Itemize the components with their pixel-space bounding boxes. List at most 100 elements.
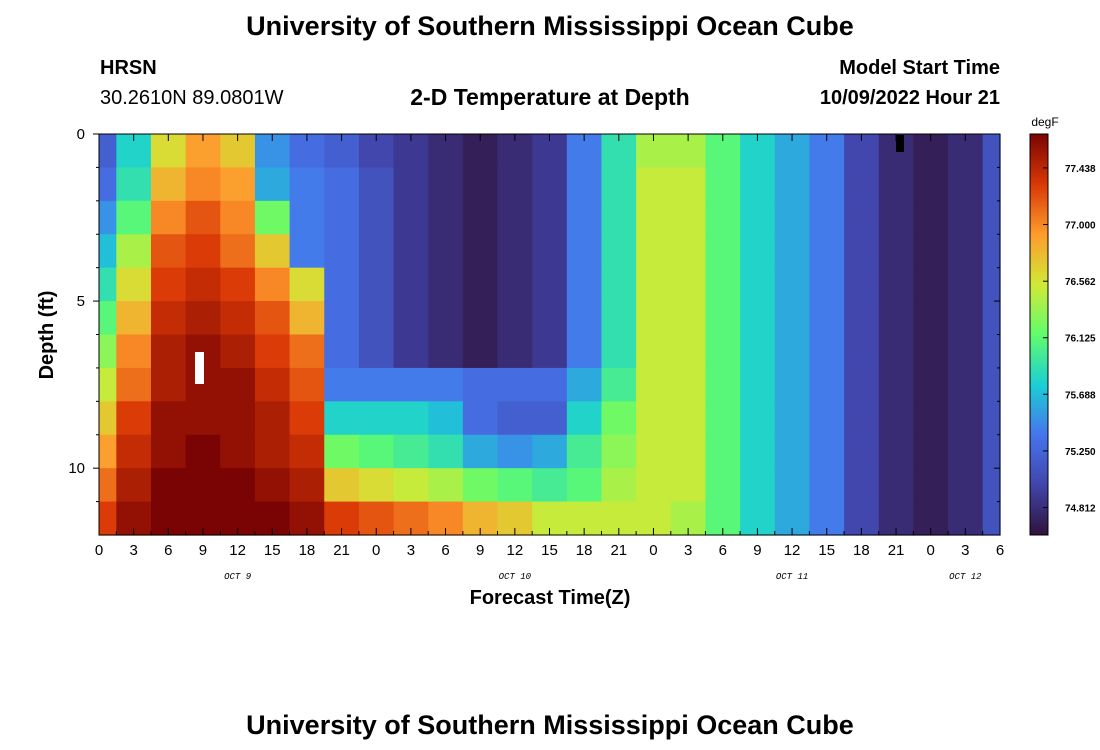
heatmap-cell <box>497 401 533 436</box>
heatmap-cell <box>220 301 256 336</box>
heatmap-cell <box>636 167 672 202</box>
heatmap-cell <box>150 234 187 269</box>
heatmap-cell <box>878 367 914 402</box>
heatmap-cell <box>289 267 325 302</box>
colorbar-unit: degF <box>1031 115 1058 129</box>
heatmap-cell <box>844 301 880 336</box>
heatmap-cell <box>99 501 117 536</box>
heatmap-cell <box>393 401 429 436</box>
heatmap-cell <box>982 267 1001 302</box>
heatmap-cell <box>220 200 256 235</box>
heatmap-cell <box>844 200 880 235</box>
heatmap-cell <box>428 301 464 336</box>
heatmap-cell <box>948 334 984 369</box>
heatmap-cell <box>601 468 637 503</box>
heatmap-cell <box>636 367 672 402</box>
heatmap-cell <box>809 301 845 336</box>
heatmap-cell <box>185 167 221 202</box>
heatmap-cell <box>99 134 117 169</box>
heatmap-cell <box>601 267 637 302</box>
x-tick-label: 15 <box>818 542 835 559</box>
heatmap-cell <box>289 334 325 369</box>
heatmap-cell <box>705 200 741 235</box>
heatmap-cell <box>324 434 360 469</box>
heatmap-cell <box>809 434 845 469</box>
heatmap-cell <box>774 401 810 436</box>
heatmap-cell <box>324 301 360 336</box>
heatmap-cell <box>774 200 810 235</box>
day-label: OCT 11 <box>776 572 808 582</box>
heatmap-cell <box>116 234 152 269</box>
heatmap-cell <box>428 401 464 436</box>
heatmap-cell <box>636 468 672 503</box>
heatmap-cell <box>636 401 672 436</box>
colorbar-tick-label: 74.812 <box>1065 504 1096 515</box>
heatmap-cell <box>566 434 603 469</box>
heatmap-cell <box>913 401 949 436</box>
heatmap-cell <box>220 167 256 202</box>
heatmap-cell <box>99 401 117 436</box>
heatmap-cell <box>705 234 741 269</box>
x-tick-label: 0 <box>927 542 935 559</box>
heatmap-cell <box>116 200 152 235</box>
heatmap-cell <box>254 200 291 235</box>
heatmap-cell <box>705 367 741 402</box>
heatmap-cell <box>358 167 395 202</box>
heatmap-cell <box>913 234 949 269</box>
heatmap-cell <box>913 434 949 469</box>
heatmap-cell <box>809 468 845 503</box>
heatmap-cell <box>532 367 568 402</box>
day-label: OCT 12 <box>949 572 982 582</box>
heatmap-cell <box>254 468 291 503</box>
heatmap-cell <box>150 367 187 402</box>
x-tick-label: 18 <box>576 542 593 559</box>
heatmap-cell <box>393 167 429 202</box>
heatmap-cell <box>254 434 291 469</box>
heatmap-cell <box>324 367 360 402</box>
heatmap-cell <box>982 167 1001 202</box>
heatmap-cell <box>774 468 810 503</box>
heatmap-cell <box>670 401 707 436</box>
heatmap-cell <box>566 267 603 302</box>
heatmap-cell <box>705 334 741 369</box>
heatmap-cell <box>913 334 949 369</box>
heatmap-cell <box>393 434 429 469</box>
heatmap-cell <box>497 468 533 503</box>
heatmap-cell <box>844 468 880 503</box>
heatmap-cell <box>428 367 464 402</box>
x-axis-ticks: 0 3 6 9 12 15 18 21 0 3 6 9 12 15 18 21 0 3 6 9 12 15 18 21 0 3 6 <box>95 134 1004 559</box>
heatmap-cell <box>358 401 395 436</box>
heatmap-cell <box>462 401 499 436</box>
heatmap-cell <box>532 301 568 336</box>
heatmap-cell <box>636 434 672 469</box>
x-tick-label: 3 <box>407 542 415 559</box>
heatmap-cell <box>913 367 949 402</box>
heatmap-cell <box>913 167 949 202</box>
heatmap-cell <box>116 401 152 436</box>
heatmap-cell <box>116 367 152 402</box>
heatmap-cell <box>601 401 637 436</box>
heatmap-cell <box>601 167 637 202</box>
heatmap-cell <box>636 234 672 269</box>
heatmap-cell <box>878 234 914 269</box>
heatmap-cell <box>670 367 707 402</box>
x-tick-label: 15 <box>264 542 281 559</box>
main-title: University of Southern Mississippi Ocean… <box>246 11 854 41</box>
heatmap-cell <box>324 468 360 503</box>
day-labels: OCT 9 OCT 10 OCT 11 OCT 12 <box>224 572 982 582</box>
heatmap-cell <box>220 234 256 269</box>
heatmap-cell <box>532 167 568 202</box>
heatmap-cell <box>324 167 360 202</box>
heatmap-cell <box>948 267 984 302</box>
heatmap-cell <box>948 367 984 402</box>
heatmap-cell <box>497 367 533 402</box>
heatmap-cell <box>878 167 914 202</box>
heatmap-cell <box>99 167 117 202</box>
heatmap-cell <box>670 434 707 469</box>
heatmap-cell <box>254 267 291 302</box>
heatmap-cell <box>358 334 395 369</box>
heatmap-cell <box>740 334 776 369</box>
heatmap-cell <box>532 200 568 235</box>
station-coordinates: 30.2610N 89.0801W <box>100 87 284 109</box>
heatmap-cell <box>878 301 914 336</box>
